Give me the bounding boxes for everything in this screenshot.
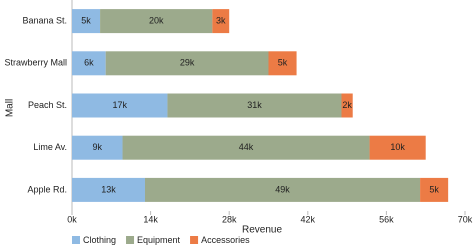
legend-swatch (126, 236, 135, 244)
legend-label: Equipment (137, 235, 181, 245)
data-label: 9k (93, 142, 103, 152)
legend-label: Clothing (83, 235, 116, 245)
data-label: 20k (149, 15, 164, 25)
data-label: 2k (342, 100, 352, 110)
bar-segment (212, 9, 230, 34)
data-label: 3k (216, 15, 226, 25)
bar-segment (167, 93, 342, 118)
y-tick-label: Strawberry Mall (4, 58, 67, 68)
legend-label: Accessories (201, 235, 250, 245)
x-tick-label: 14k (143, 214, 158, 224)
bar-segment (72, 135, 123, 160)
y-tick-label: Banana St. (22, 15, 67, 25)
y-tick-label: Peach St. (28, 100, 67, 110)
bar-segment (72, 177, 145, 202)
data-label: 44k (239, 142, 254, 152)
data-label: 5k (429, 184, 439, 194)
bar-segment (72, 9, 101, 34)
data-label: 10k (390, 142, 405, 152)
data-label: 13k (101, 184, 116, 194)
bar-segment (420, 177, 449, 202)
x-tick-label: 70k (458, 214, 473, 224)
bar-segment (268, 51, 297, 76)
y-tick-label: Lime Av. (33, 142, 67, 152)
data-label: 17k (112, 100, 127, 110)
y-axis-title: Mall (5, 99, 16, 117)
x-tick-label: 0k (67, 214, 77, 224)
x-axis-title: Revenue (242, 225, 282, 236)
legend-swatch (190, 236, 199, 244)
bar-segment (72, 93, 168, 118)
bar-segment (122, 135, 370, 160)
data-label: 31k (247, 100, 262, 110)
data-label: 5k (81, 15, 91, 25)
bar-segment (100, 9, 213, 34)
data-label: 5k (278, 58, 288, 68)
data-label: 6k (84, 58, 94, 68)
x-tick-label: 28k (222, 214, 237, 224)
bar-segment (72, 51, 106, 76)
legend-swatch (72, 236, 80, 244)
bar-segment (369, 135, 426, 160)
data-label: 49k (275, 184, 290, 194)
x-tick-label: 42k (301, 214, 316, 224)
bar-segment (105, 51, 269, 76)
bar-segment (144, 177, 421, 202)
data-label: 29k (180, 58, 195, 68)
y-tick-label: Apple Rd. (27, 184, 67, 194)
bar-segment (341, 93, 353, 118)
x-tick-label: 56k (379, 214, 394, 224)
